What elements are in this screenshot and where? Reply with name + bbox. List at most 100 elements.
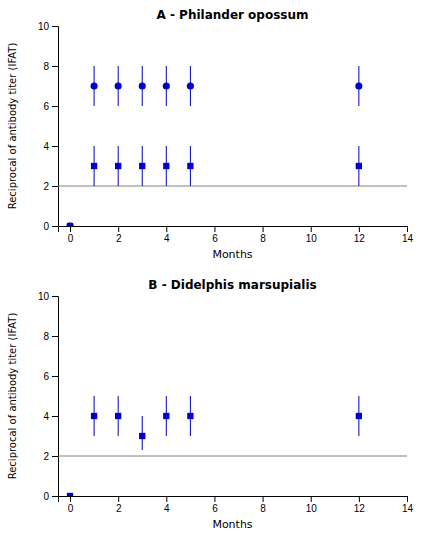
tick-mark: [407, 496, 408, 502]
tick-label: 0: [68, 233, 74, 244]
tick-label: 10: [306, 233, 318, 244]
point: [163, 163, 169, 169]
point: [187, 413, 193, 419]
tick-mark: [52, 416, 58, 417]
y-tick: 6: [43, 371, 58, 382]
tick-mark: [359, 496, 360, 502]
tick-mark: [214, 226, 215, 232]
tick-label: 14: [402, 233, 414, 244]
title: B - Didelphis marsupialis: [148, 278, 316, 292]
x-tick: 12: [354, 496, 366, 514]
x-tick: 4: [164, 496, 170, 514]
point: [356, 413, 362, 419]
tick-label: 10: [38, 21, 50, 32]
point: [115, 413, 121, 419]
tick-label: 2: [43, 181, 49, 192]
point: [187, 163, 193, 169]
point: [139, 433, 145, 439]
x-axis: 02468101214: [59, 226, 414, 244]
tick-mark: [52, 456, 58, 457]
tick-mark: [118, 226, 119, 232]
axis-line: [52, 27, 59, 227]
x-axis: 0 2 4 6 8 10 12 14: [59, 496, 414, 514]
x-tick: 6: [212, 226, 218, 244]
x-tick: 4: [164, 226, 170, 244]
point: [67, 223, 73, 226]
tick-label: 14: [402, 503, 414, 514]
axis-line: [52, 297, 59, 497]
series: [66, 66, 362, 226]
point: [91, 413, 97, 419]
y-tick: 8: [43, 331, 58, 342]
panel: 0 2 4 6 8 10 12 14 0 2 4 6 8 10: [38, 291, 414, 514]
y-tick: 4: [43, 411, 58, 422]
plot-area: [58, 66, 407, 226]
y-tick: 2: [43, 181, 58, 192]
tick-label: 4: [43, 141, 49, 152]
tick-mark: [166, 226, 167, 232]
series: [67, 396, 362, 496]
reference-line: [58, 186, 407, 187]
tick-mark: [52, 376, 58, 377]
x-tick: 2: [116, 496, 122, 514]
x-tick: 10: [306, 226, 318, 244]
point: [67, 493, 73, 496]
tick-label: 0: [68, 503, 74, 514]
x-tick: 2: [116, 226, 122, 244]
tick-mark: [166, 496, 167, 502]
point: [139, 82, 146, 89]
x-tick: 0: [68, 496, 74, 514]
tick-label: 2: [116, 233, 122, 244]
point: [115, 163, 121, 169]
y-tick: 0: [43, 221, 58, 232]
tick-mark: [52, 186, 58, 187]
axis-line: [59, 497, 408, 503]
y-axis-title: Reciprocal of antibody titer (IFAT): [7, 313, 18, 480]
y-tick: 6: [43, 101, 58, 112]
tick-label: 12: [354, 503, 366, 514]
tick-label: 6: [212, 233, 218, 244]
tick-label: 12: [354, 233, 366, 244]
x-tick: 14: [402, 496, 414, 514]
point: [163, 413, 169, 419]
tick-mark: [214, 496, 215, 502]
tick-mark: [52, 496, 58, 497]
tick-mark: [52, 26, 58, 27]
y-tick: 10: [38, 291, 58, 302]
tick-mark: [52, 146, 58, 147]
plot-area: [58, 396, 407, 496]
point: [187, 82, 194, 89]
tick-mark: [407, 226, 408, 232]
point: [163, 82, 170, 89]
tick-label: 4: [43, 411, 49, 422]
tick-mark: [52, 106, 58, 107]
x-tick: 12: [354, 226, 366, 244]
x-tick: 6: [212, 496, 218, 514]
y-tick: 8: [43, 61, 58, 72]
point: [91, 82, 98, 89]
x-tick: 14: [402, 226, 414, 244]
tick-mark: [118, 496, 119, 502]
x-axis-title: Months: [212, 248, 252, 261]
tick-mark: [70, 226, 71, 232]
point: [115, 82, 122, 89]
tick-label: 8: [43, 61, 49, 72]
axis-line: [59, 227, 408, 233]
tick-mark: [52, 226, 58, 227]
point: [356, 163, 362, 169]
tick-mark: [52, 336, 58, 337]
tick-label: 10: [38, 291, 50, 302]
title: A - Philander opossum: [156, 8, 308, 22]
tick-label: 6: [212, 503, 218, 514]
reference-line: [58, 456, 407, 457]
panel: 024681012140246810: [38, 21, 414, 244]
x-tick: 8: [260, 496, 266, 514]
tick-label: 2: [43, 451, 49, 462]
tick-mark: [70, 496, 71, 502]
point: [355, 82, 362, 89]
x-tick: 10: [306, 496, 318, 514]
tick-label: 6: [43, 101, 49, 112]
y-tick: 4: [43, 141, 58, 152]
tick-label: 6: [43, 371, 49, 382]
tick-label: 0: [43, 491, 49, 502]
